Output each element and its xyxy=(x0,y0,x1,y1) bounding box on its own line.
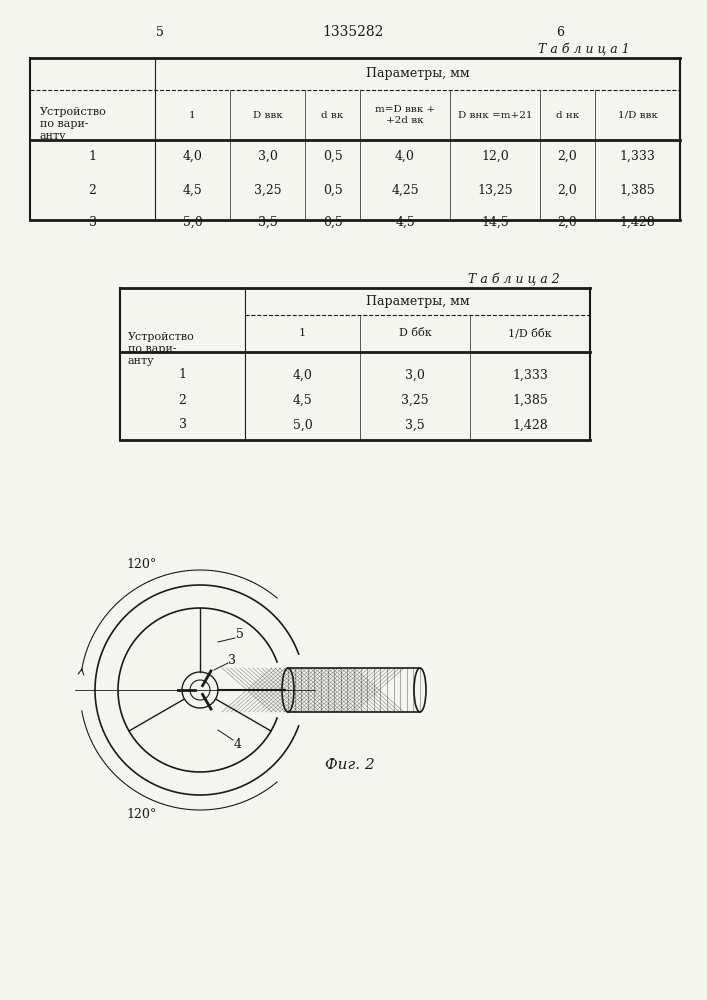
Text: D внк =m+21: D внк =m+21 xyxy=(457,110,532,119)
Text: d вк: d вк xyxy=(322,110,344,119)
Text: 3,25: 3,25 xyxy=(254,184,281,196)
Text: 2,0: 2,0 xyxy=(558,184,578,196)
Text: 3: 3 xyxy=(178,418,187,432)
Text: 3: 3 xyxy=(228,654,236,666)
Text: Т а б л и ц а 2: Т а б л и ц а 2 xyxy=(468,273,560,287)
Text: 3,0: 3,0 xyxy=(405,368,425,381)
Text: 1: 1 xyxy=(189,110,196,119)
Text: Устройство
по вари-
анту: Устройство по вари- анту xyxy=(128,332,194,366)
Text: m=D ввк +
+2d вк: m=D ввк + +2d вк xyxy=(375,105,435,125)
Text: 1/D ббк: 1/D ббк xyxy=(508,328,551,339)
Text: 4,0: 4,0 xyxy=(182,149,202,162)
Text: 0,5: 0,5 xyxy=(322,216,342,229)
Text: 5,0: 5,0 xyxy=(182,216,202,229)
Text: 5: 5 xyxy=(236,629,244,642)
Text: 3: 3 xyxy=(88,216,96,229)
Text: 12,0: 12,0 xyxy=(481,149,509,162)
Text: 2,0: 2,0 xyxy=(558,216,578,229)
Text: 2,0: 2,0 xyxy=(558,149,578,162)
Text: 1,333: 1,333 xyxy=(512,368,548,381)
Text: 4,0: 4,0 xyxy=(293,368,312,381)
Text: 1: 1 xyxy=(299,328,306,338)
Text: Фиг. 2: Фиг. 2 xyxy=(325,758,375,772)
Text: 3,25: 3,25 xyxy=(401,393,429,406)
Text: 1,385: 1,385 xyxy=(619,184,655,196)
Text: 2: 2 xyxy=(88,184,96,196)
Text: 1/D ввк: 1/D ввк xyxy=(617,110,658,119)
Text: Т а б л и ц а 1: Т а б л и ц а 1 xyxy=(538,43,630,57)
Text: 1335282: 1335282 xyxy=(322,25,384,39)
Text: 120°: 120° xyxy=(127,558,157,572)
Text: 120°: 120° xyxy=(127,808,157,822)
Text: 4,0: 4,0 xyxy=(395,149,415,162)
Text: 2: 2 xyxy=(179,393,187,406)
Text: 4,5: 4,5 xyxy=(395,216,415,229)
Text: Параметры, мм: Параметры, мм xyxy=(366,295,469,308)
Text: 0,5: 0,5 xyxy=(322,149,342,162)
Text: Параметры, мм: Параметры, мм xyxy=(366,68,469,81)
Text: 0,5: 0,5 xyxy=(322,184,342,196)
Text: 4,5: 4,5 xyxy=(293,393,312,406)
Text: 14,5: 14,5 xyxy=(481,216,509,229)
Text: D ббк: D ббк xyxy=(399,328,431,338)
Text: d нк: d нк xyxy=(556,110,579,119)
Text: 1: 1 xyxy=(88,149,96,162)
Text: 1: 1 xyxy=(178,368,187,381)
Text: 1,333: 1,333 xyxy=(619,149,655,162)
Text: 4,25: 4,25 xyxy=(391,184,419,196)
Text: 3,5: 3,5 xyxy=(405,418,425,432)
Text: 4: 4 xyxy=(234,738,242,752)
Text: 4,5: 4,5 xyxy=(182,184,202,196)
Text: Устройство
по вари-
анту: Устройство по вари- анту xyxy=(40,107,107,141)
Text: 6: 6 xyxy=(556,25,564,38)
Text: 3,5: 3,5 xyxy=(257,216,277,229)
Text: 3,0: 3,0 xyxy=(257,149,277,162)
Text: 1,428: 1,428 xyxy=(512,418,548,432)
Text: 1,428: 1,428 xyxy=(619,216,655,229)
Text: D ввк: D ввк xyxy=(252,110,282,119)
Text: 13,25: 13,25 xyxy=(477,184,513,196)
Text: 5: 5 xyxy=(156,25,164,38)
Text: 1,385: 1,385 xyxy=(512,393,548,406)
Text: 5,0: 5,0 xyxy=(293,418,312,432)
